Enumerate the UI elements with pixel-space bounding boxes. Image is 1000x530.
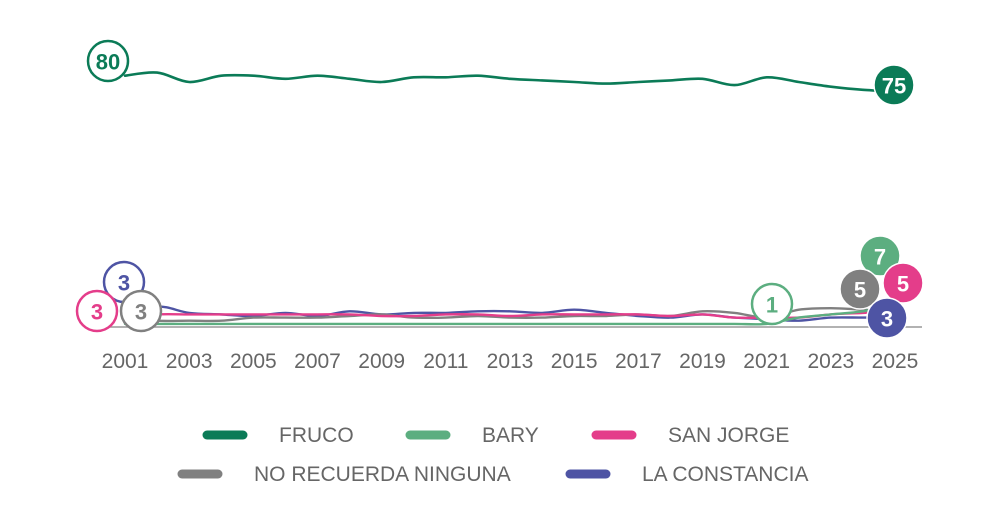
legend-item-la-constancia: LA CONSTANCIA [565,463,808,486]
legend-label: SAN JORGE [668,424,789,447]
data-label-start-fruco: 80 [86,39,130,83]
data-label-circle [86,39,130,83]
data-label-value: 3 [91,300,103,325]
data-label-end-no-recuerda-ninguna: 5 [839,268,881,310]
data-label-end-san-jorge: 5 [882,262,924,304]
x-tick-label: 2001 [102,350,149,373]
x-tick-label: 2025 [872,350,919,373]
x-tick-label: 2021 [743,350,790,373]
data-label-value: 7 [874,245,886,270]
x-tick-label: 2009 [358,350,405,373]
x-tick-label: 2003 [166,350,213,373]
x-tick-label: 2023 [807,350,854,373]
data-label-end-fruco: 75 [873,64,915,106]
data-label-value: 3 [881,307,893,332]
legend-item-no-recuerda-ninguna: NO RECUERDA NINGUNA [177,463,511,486]
data-label-value: 75 [882,74,906,99]
legend-label: NO RECUERDA NINGUNA [254,463,511,486]
data-label-value: 5 [897,272,909,297]
data-label-circle [882,262,924,304]
x-tick-label: 2007 [294,350,341,373]
legend-label: BARY [482,424,539,447]
series-line-fruco [123,71,897,93]
data-label-start-san-jorge: 3 [75,289,119,333]
x-tick-label: 2017 [615,350,662,373]
data-label-circle [866,297,908,339]
x-tick-label: 2011 [423,350,468,373]
data-label-circle [859,235,901,277]
data-label-end-la-constancia: 3 [866,297,908,339]
data-label-circle [873,64,915,106]
legend-item-bary: BARY [405,424,539,447]
data-label-value: 5 [854,278,866,303]
legend-item-san-jorge: SAN JORGE [591,424,789,447]
data-label-value: 3 [135,300,147,325]
x-tick-label: 2019 [679,350,726,373]
data-label-start-bary: 1 [750,282,794,326]
data-label-circle [119,289,163,333]
data-label-circle [750,282,794,326]
x-tick-label: 2013 [487,350,534,373]
data-label-value: 1 [766,293,778,318]
data-label-value: 80 [96,50,120,75]
legend: FRUCO BARY SAN JORGE NO RECUERDA NINGUNA LA … [177,424,808,486]
data-label-value: 3 [118,271,130,296]
data-label-circle [75,289,119,333]
legend-label: LA CONSTANCIA [642,463,808,486]
data-label-end-bary: 7 [859,235,901,277]
legend-label: FRUCO [279,424,354,447]
x-tick-label: 2015 [551,350,598,373]
x-tick-label: 2005 [230,350,277,373]
x-tick-labels: 2001 2003 2005 2007 2009 2011 2013 2015 2017 2019… [102,350,919,373]
data-label-start-no-recuerda-ninguna: 3 [119,289,163,333]
legend-item-fruco: FRUCO [202,424,354,447]
data-label-circle [839,268,881,310]
